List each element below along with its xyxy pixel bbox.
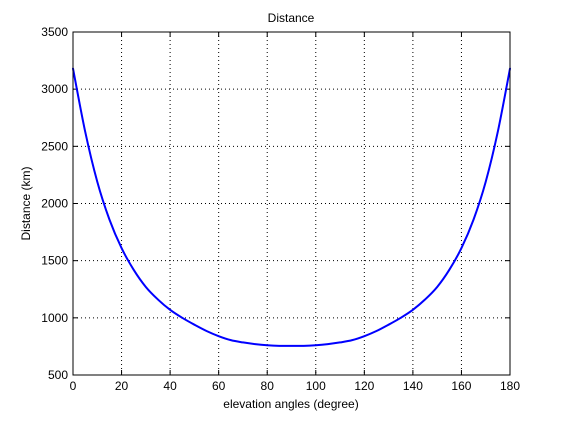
y-tick-label: 2000 (41, 197, 68, 211)
y-tick-label: 2500 (41, 139, 68, 153)
y-axis-label: Distance (km) (19, 166, 33, 240)
x-tick-label: 140 (403, 379, 423, 393)
x-tick-label: 180 (500, 379, 520, 393)
chart-title: Distance (268, 11, 315, 25)
axis-ticks: 0 20 40 60 80 100 120 140 160 180 500 1000 1500 2000 2… (41, 25, 520, 393)
y-tick-label: 1000 (41, 311, 68, 325)
x-tick-label: 0 (70, 379, 77, 393)
y-tick-label: 3500 (41, 25, 68, 39)
x-tick-label: 60 (212, 379, 226, 393)
series-layer (72, 67, 511, 347)
x-axis-label: elevation angles (degree) (223, 397, 358, 411)
y-tick-label: 3000 (41, 82, 68, 96)
x-tick-label: 120 (354, 379, 374, 393)
x-tick-label: 80 (261, 379, 275, 393)
x-tick-label: 160 (451, 379, 471, 393)
plot-border (72, 31, 511, 376)
x-tick-label: 20 (115, 379, 129, 393)
distance-series-line (72, 67, 511, 347)
y-tick-label: 1500 (41, 254, 68, 268)
plot-area (72, 31, 511, 376)
grid (73, 32, 510, 375)
x-tick-label: 100 (306, 379, 326, 393)
x-tick-label: 40 (163, 379, 177, 393)
y-tick-label: 500 (48, 368, 68, 382)
